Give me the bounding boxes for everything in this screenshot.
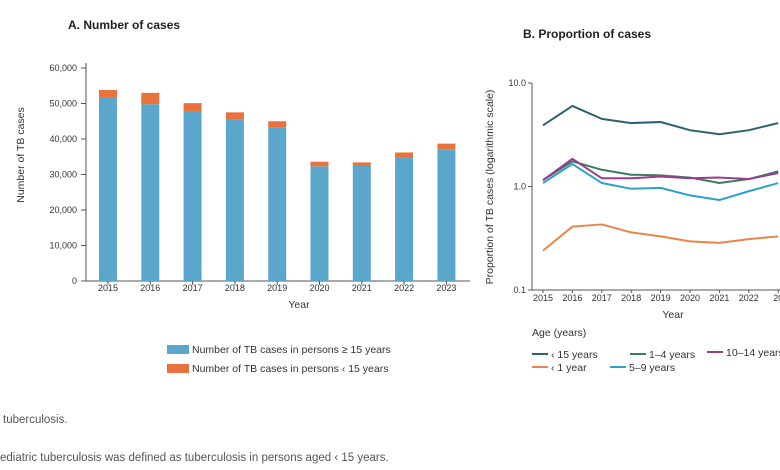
panel-b-legend-label: 1–4 years [649, 349, 695, 361]
panel-a-legend-label: Number of TB cases in persons ‹ 15 years [192, 363, 388, 375]
bar-segment-children [141, 92, 160, 105]
panel-b-legend-label: ‹ 1 year [551, 362, 587, 374]
panel-b-line-chart: B. Proportion of cases Proportion of TB … [484, 27, 780, 374]
panel-b-y-tick-label: 1.0 [513, 182, 526, 192]
panel-a-title: A. Number of cases [68, 18, 180, 32]
panel-b-x-tick-label: 2017 [592, 293, 612, 303]
line-series [542, 157, 779, 182]
panel-a-bar-chart: A. Number of cases Number of TB cases Ye… [15, 18, 470, 375]
line-series [542, 160, 779, 185]
panel-b-x-tick-label: 20 [773, 293, 780, 303]
panel-b-title: B. Proportion of cases [523, 27, 651, 41]
panel-b-x-tick-label: 2019 [651, 293, 671, 303]
panel-a-x-tick-label: 2016 [140, 283, 160, 293]
bar-segment-adults [395, 157, 414, 281]
bar-segment-adults [183, 110, 202, 281]
footnote-2: ediatric tuberculosis was defined as tub… [0, 452, 389, 464]
panel-b-y-tick-label: 10.0 [508, 78, 526, 88]
bar-segment-adults [99, 97, 117, 281]
panel-a-x-tick-label: 2019 [267, 283, 287, 293]
bar-segment-children [225, 112, 244, 120]
panel-b-x-tick-label: 2022 [739, 293, 759, 303]
panel-a-y-tick-label: 60,000 [49, 63, 77, 73]
bar-segment-children [268, 121, 287, 128]
panel-b-legend-label: 5–9 years [629, 362, 675, 374]
panel-a-y-tick-label: 40,000 [49, 134, 77, 144]
panel-a-legend-swatch [167, 364, 189, 373]
bar-segment-children [437, 143, 456, 150]
panel-a-legend-label: Number of TB cases in persons ≥ 15 years [192, 344, 391, 356]
panel-a-x-tick-label: 2020 [309, 283, 329, 293]
panel-b-legend-label: 10–14 years [726, 347, 780, 359]
panel-a-x-tick-label: 2023 [436, 283, 456, 293]
panel-b-x-tick-label: 2015 [533, 293, 553, 303]
panel-a-x-tick-label: 2018 [225, 283, 245, 293]
panel-a-x-tick-label: 2022 [394, 283, 414, 293]
bar-segment-children [99, 90, 117, 98]
panel-a-x-tick-label: 2015 [98, 283, 118, 293]
bar-segment-adults [310, 166, 329, 281]
panel-b-y-tick-label: 0.1 [513, 285, 526, 295]
panel-a-x-tick-label: 2017 [183, 283, 203, 293]
bar-segment-adults [437, 149, 456, 281]
bar-segment-children [183, 103, 202, 111]
panel-a-y-tick-label: 20,000 [49, 205, 77, 215]
panel-a-legend-swatch [167, 345, 189, 354]
panel-b-x-axis-title: Year [662, 309, 684, 321]
panel-b-x-tick-label: 2020 [680, 293, 700, 303]
panel-a-x-axis-title: Year [288, 299, 310, 311]
bar-segment-children [395, 152, 414, 158]
panel-b-legend-title: Age (years) [532, 327, 586, 339]
panel-a-y-tick-label: 0 [72, 276, 77, 286]
panel-a-y-tick-label: 30,000 [49, 170, 77, 180]
line-series [542, 162, 779, 202]
bar-segment-adults [141, 104, 160, 282]
panel-b-x-tick-label: 2018 [621, 293, 641, 303]
panel-a-y-tick-label: 50,000 [49, 99, 77, 109]
panel-a-y-axis-title: Number of TB cases [15, 107, 27, 203]
panel-b-y-axis-title: Proportion of TB cases (logarithmic scal… [484, 90, 496, 285]
footnote-1: tuberculosis. [3, 414, 68, 426]
panel-a-x-tick-label: 2021 [352, 283, 372, 293]
line-series [542, 223, 779, 252]
bar-segment-adults [352, 165, 371, 281]
line-series [542, 104, 779, 136]
panel-a-y-tick-label: 10,000 [49, 241, 77, 251]
bar-segment-adults [268, 127, 287, 281]
panel-b-x-tick-label: 2021 [709, 293, 729, 303]
bar-segment-children [352, 162, 371, 166]
bar-segment-adults [225, 119, 244, 282]
bar-segment-children [310, 161, 329, 167]
panel-b-legend-label: ‹ 15 years [551, 349, 598, 361]
panel-b-x-tick-label: 2016 [562, 293, 582, 303]
